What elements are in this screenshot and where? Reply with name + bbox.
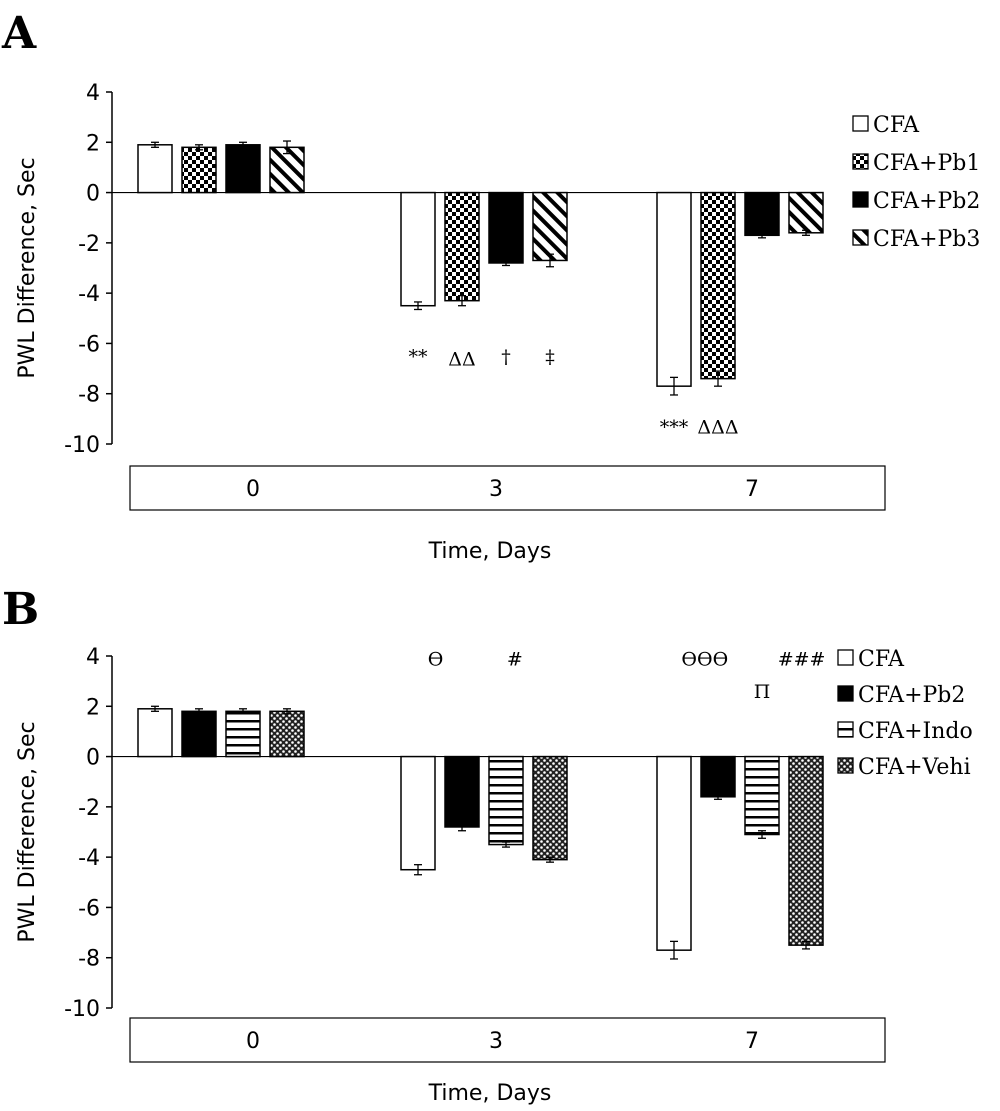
y-tick-label: 4 bbox=[86, 81, 100, 106]
y-tick-label: 0 bbox=[86, 746, 100, 771]
y-tick-label: -6 bbox=[78, 896, 100, 921]
y-tick-label: -8 bbox=[78, 947, 100, 972]
legend-swatch bbox=[852, 229, 869, 246]
y-tick-label: 2 bbox=[86, 131, 100, 156]
x-category-label: 0 bbox=[246, 477, 260, 502]
y-tick-label: 2 bbox=[86, 695, 100, 720]
bar bbox=[444, 191, 480, 302]
legend-label: CFA+Pb3 bbox=[873, 227, 980, 252]
y-axis-title: PWL Difference, Sec bbox=[15, 721, 40, 942]
bar bbox=[532, 755, 568, 861]
legend-swatch bbox=[852, 191, 869, 208]
bar bbox=[656, 191, 692, 387]
bar bbox=[744, 191, 780, 237]
y-tick-label: -10 bbox=[64, 433, 100, 458]
significance-annotation: ### bbox=[778, 649, 826, 671]
y-tick-label: 0 bbox=[86, 182, 100, 207]
legend-label: CFA+Pb2 bbox=[873, 189, 980, 214]
y-tick-label: -4 bbox=[78, 846, 100, 871]
panel-label: A bbox=[1, 8, 37, 59]
y-tick-label: -2 bbox=[78, 796, 100, 821]
bar bbox=[400, 191, 436, 307]
significance-annotation: ΔΔ bbox=[448, 349, 475, 371]
bar bbox=[488, 755, 524, 846]
legend-swatch bbox=[837, 685, 854, 702]
bar bbox=[400, 755, 436, 871]
legend-label: CFA+Vehi bbox=[858, 755, 971, 780]
bar bbox=[788, 191, 824, 234]
legend-label: CFA bbox=[873, 113, 920, 138]
y-tick-label: -10 bbox=[64, 997, 100, 1022]
bar bbox=[181, 146, 217, 194]
significance-annotation: † bbox=[501, 346, 511, 368]
bar bbox=[700, 755, 736, 798]
panel-b: B 4 2 0 -2 -4 -6 -8 -10 PWL Difference, Sec ϴ # ϴϴϴ #… bbox=[2, 584, 973, 1106]
x-category-label: 3 bbox=[489, 1029, 503, 1054]
category-box bbox=[129, 465, 886, 511]
legend-swatch bbox=[852, 153, 869, 170]
panel-a: A 4 2 0 -2 -4 -6 -8 -10 PWL Difference, Sec ** ΔΔ † ‡… bbox=[1, 8, 980, 564]
bar bbox=[137, 144, 173, 194]
bar bbox=[700, 191, 736, 380]
bar bbox=[444, 755, 480, 828]
x-category-label: 3 bbox=[489, 477, 503, 502]
bar bbox=[532, 191, 568, 262]
legend-label: CFA+Pb2 bbox=[858, 683, 965, 708]
panel-label: B bbox=[2, 584, 39, 635]
significance-annotation: ΔΔΔ bbox=[697, 416, 738, 438]
significance-annotation: ϴ bbox=[428, 649, 444, 671]
legend-swatch bbox=[837, 757, 854, 774]
x-category-label: 7 bbox=[745, 1029, 759, 1054]
significance-annotation: ‡ bbox=[545, 346, 555, 368]
bar bbox=[181, 710, 217, 758]
x-axis-title: Time, Days bbox=[428, 1081, 552, 1106]
y-tick-label: -6 bbox=[78, 332, 100, 357]
significance-annotation: # bbox=[507, 649, 523, 671]
bar bbox=[656, 755, 692, 951]
legend-swatch bbox=[852, 115, 869, 132]
significance-annotation: *** bbox=[660, 416, 689, 438]
bar bbox=[137, 708, 173, 758]
legend-label: CFA+Pb1 bbox=[873, 151, 980, 176]
y-tick-label: -8 bbox=[78, 383, 100, 408]
legend-label: CFA+Indo bbox=[858, 719, 973, 744]
legend-label: CFA bbox=[858, 647, 905, 672]
bar bbox=[269, 710, 305, 758]
y-tick-label: -4 bbox=[78, 282, 100, 307]
bar bbox=[744, 755, 780, 836]
legend-swatch bbox=[837, 721, 854, 738]
bar bbox=[225, 710, 261, 758]
bar bbox=[225, 144, 261, 194]
y-tick-label: -2 bbox=[78, 232, 100, 257]
significance-annotation: ** bbox=[409, 346, 429, 368]
significance-annotation: ϴϴϴ bbox=[681, 649, 728, 671]
legend-swatch bbox=[837, 649, 854, 666]
y-tick-label: 4 bbox=[86, 645, 100, 670]
x-category-label: 0 bbox=[246, 1029, 260, 1054]
x-axis-title: Time, Days bbox=[428, 539, 552, 564]
x-category-label: 7 bbox=[745, 477, 759, 502]
bar bbox=[488, 191, 524, 264]
category-box bbox=[129, 1017, 886, 1063]
bar bbox=[788, 755, 824, 946]
y-axis-title: PWL Difference, Sec bbox=[15, 157, 40, 378]
significance-annotation: Π bbox=[754, 681, 771, 703]
